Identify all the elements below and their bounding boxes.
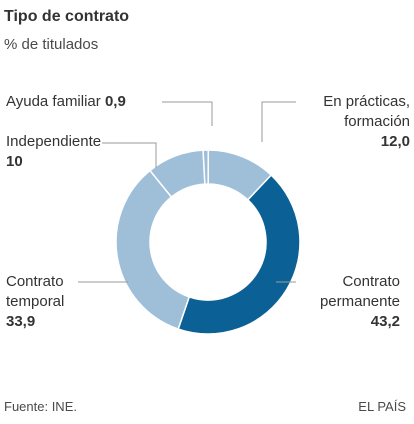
brand-logo-text: EL PAÍS bbox=[358, 399, 406, 414]
chart-title: Tipo de contrato bbox=[4, 8, 130, 25]
label-ayuda-familiar-name: Ayuda familiar bbox=[6, 93, 101, 110]
donut-slice-contrato-temporal bbox=[115, 169, 191, 330]
donut-slice-ayuda-familiar bbox=[202, 149, 210, 185]
source-note: Fuente: INE. bbox=[4, 399, 77, 414]
label-independiente-value: 10 bbox=[6, 153, 23, 170]
label-independiente-name: Independiente bbox=[6, 133, 102, 150]
label-en-practicas-value: 12,0 bbox=[380, 133, 410, 150]
donut-slice-contrato-permanente bbox=[177, 174, 301, 335]
label-contrato-temporal-value: 33,9 bbox=[6, 313, 36, 330]
label-contrato-permanente-line1: Contrato bbox=[342, 273, 400, 290]
label-contrato-permanente: Contrato permanente 43,2 bbox=[320, 272, 400, 332]
label-en-practicas: En prácticas, formación 12,0 bbox=[323, 92, 410, 152]
label-contrato-temporal-line1: Contrato bbox=[6, 273, 64, 290]
chart-subtitle: % de titulados bbox=[4, 36, 99, 53]
label-independiente: Independiente 10 bbox=[6, 132, 101, 172]
label-ayuda-familiar-value: 0,9 bbox=[104, 93, 126, 110]
label-contrato-temporal: Contrato temporal 33,9 bbox=[6, 272, 64, 332]
label-en-practicas-line2: formación bbox=[344, 113, 410, 130]
label-en-practicas-line1: En prácticas, bbox=[323, 93, 410, 110]
label-contrato-permanente-line2: permanente bbox=[319, 293, 400, 310]
leader-line-independiente bbox=[102, 142, 157, 168]
leader-line-practicas bbox=[261, 101, 296, 142]
label-contrato-permanente-value: 43,2 bbox=[370, 313, 400, 330]
label-contrato-temporal-line2: temporal bbox=[6, 293, 65, 310]
label-ayuda-familiar: Ayuda familiar 0,9 bbox=[6, 92, 126, 112]
leader-line-ayuda bbox=[162, 101, 213, 126]
